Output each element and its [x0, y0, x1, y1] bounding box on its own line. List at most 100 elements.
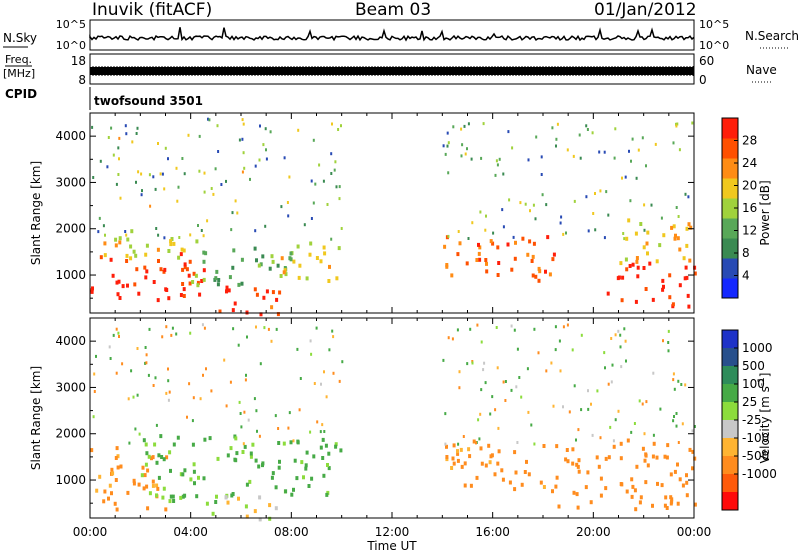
power-cell [559, 221, 562, 225]
power-cell [535, 135, 538, 139]
velocity-cell [161, 495, 165, 500]
velocity-cell [459, 447, 463, 452]
velocity-cell [681, 483, 685, 488]
time-axis-label: Time UT [366, 539, 417, 553]
power-cell [540, 173, 543, 176]
velocity-colorbar-tick-label: -100 [742, 431, 769, 445]
velocity-cell [110, 467, 114, 472]
velocity-cell [444, 412, 447, 416]
velocity-cell [677, 441, 680, 444]
velocity-cell [678, 477, 682, 482]
power-cell [99, 159, 102, 163]
velocity-cell [685, 473, 688, 478]
velocity-cell [477, 418, 480, 422]
power-cell [510, 267, 514, 272]
power-cell [484, 258, 488, 262]
velocity-cell [147, 454, 151, 459]
velocity-colorbar-label: Velocity [m s-1] [757, 373, 772, 464]
velocity-colorbar-swatch [722, 474, 738, 493]
velocity-cell [614, 418, 617, 422]
power-cell [662, 284, 665, 289]
velocity-cell [573, 384, 576, 388]
power-cell [635, 256, 639, 260]
power-cell [278, 290, 282, 295]
velocity-cell [478, 437, 481, 441]
power-cell [310, 217, 313, 220]
velocity-cell [102, 499, 106, 504]
power-cell [460, 127, 463, 131]
velocity-cell [245, 482, 249, 487]
time-tick-label: 08:00 [274, 525, 309, 539]
power-cell [477, 242, 480, 247]
power-cell [496, 273, 500, 277]
velocity-cell [545, 369, 548, 373]
velocity-cell [624, 339, 627, 343]
power-cell [112, 153, 115, 157]
velocity-cell [175, 332, 178, 336]
velocity-cell [555, 475, 559, 480]
velocity-cell [151, 483, 155, 488]
power-cell [587, 229, 590, 233]
power-cell [198, 169, 201, 173]
power-cell [254, 164, 257, 168]
velocity-cell [145, 361, 148, 365]
velocity-cell [675, 424, 678, 428]
power-cell [671, 302, 675, 307]
velocity-cell [241, 450, 245, 454]
power-cell [140, 193, 143, 197]
power-cell [685, 226, 689, 231]
velocity-cell [332, 371, 335, 375]
power-cell [645, 164, 647, 168]
power-cell [507, 130, 510, 134]
velocity-cell [626, 438, 630, 443]
power-cell [467, 237, 470, 240]
power-cell [262, 295, 266, 300]
power-cell [206, 219, 209, 223]
cpid-panel: CPID twofsound 3501 [5, 87, 203, 110]
power-cell [202, 259, 206, 264]
velocity-cell [571, 461, 575, 466]
velocity-cell [323, 370, 325, 374]
power-cell [233, 301, 237, 306]
power-cell [265, 289, 269, 294]
power-cell [131, 140, 134, 144]
velocity-cell [520, 395, 523, 399]
velocity-cell [607, 455, 611, 460]
velocity-cell [277, 441, 281, 445]
velocity-cell [597, 464, 601, 469]
velocity-cell [126, 490, 130, 495]
power-cell [562, 232, 565, 236]
velocity-cell [630, 477, 634, 482]
velocity-cell [288, 411, 291, 415]
velocity-cell [619, 456, 623, 461]
power-colorbar-tick-label: 24 [742, 156, 757, 170]
y-tick-label: 1000 [55, 268, 86, 282]
power-cell [118, 136, 121, 140]
power-cell [544, 269, 547, 274]
power-cell [685, 275, 689, 280]
power-cell [603, 236, 606, 240]
velocity-cell [513, 328, 516, 332]
power-cell [467, 122, 470, 126]
velocity-cell [248, 479, 252, 484]
velocity-cell [691, 449, 695, 454]
velocity-cell [612, 444, 616, 449]
velocity-cell [659, 407, 662, 411]
power-cell [231, 211, 234, 215]
velocity-cell [148, 327, 151, 331]
power-cell [216, 282, 220, 287]
power-cell [220, 183, 223, 186]
velocity-cell [599, 493, 603, 498]
velocity-cell [274, 414, 277, 418]
power-cell [606, 291, 610, 296]
power-cell [163, 236, 166, 240]
power-cell [445, 264, 449, 269]
velocity-cell [155, 423, 158, 427]
velocity-cell [183, 493, 187, 498]
velocity-cell [641, 402, 644, 406]
velocity-cell [571, 348, 574, 352]
velocity-cell [559, 369, 562, 373]
time-axis: 00:00 04:00 08:00 12:00 16:00 20:00 00:00 [73, 525, 712, 539]
nave-label: Nave [746, 63, 777, 77]
power-cell [117, 173, 120, 176]
